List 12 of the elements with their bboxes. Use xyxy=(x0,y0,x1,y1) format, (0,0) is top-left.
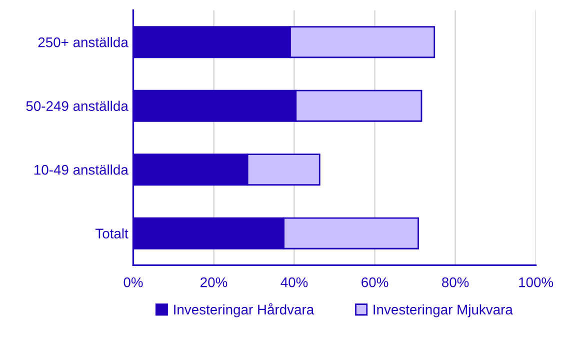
x-tick-label: 20% xyxy=(200,277,228,288)
x-tick-label: 80% xyxy=(442,277,469,288)
x-tick-label: 100% xyxy=(519,277,554,288)
y-tick-label: 250+ anställda xyxy=(38,37,128,48)
x-tick-label: 40% xyxy=(280,277,308,288)
x-tick-label: 0% xyxy=(124,277,143,288)
legend-label: Investeringar Mjukvara xyxy=(374,304,513,318)
y-tick-label: Totalt xyxy=(96,228,128,238)
x-tick-label: 60% xyxy=(362,277,388,288)
y-tick-label: 50-249 anställda xyxy=(26,100,128,111)
y-tick-label: 10-49 anställda xyxy=(34,164,128,175)
legend-label: Investeringar Hårdvara xyxy=(174,303,314,318)
